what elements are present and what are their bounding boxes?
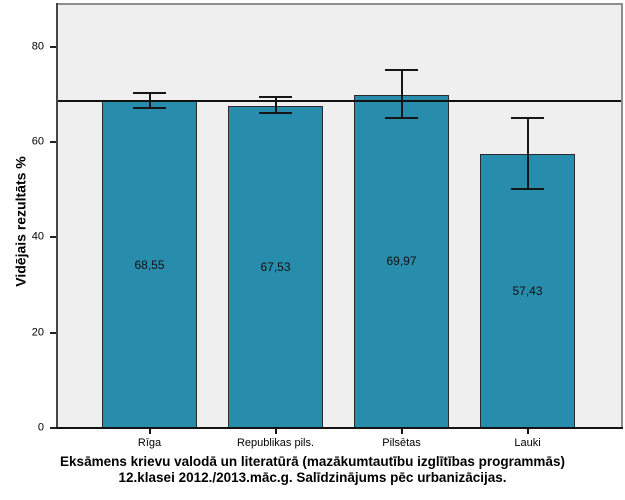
error-bar-cap [511,116,544,119]
bar-Pilsētas [354,94,449,428]
bar-Rīga [102,101,197,428]
y-tick-label: 60 [31,135,44,148]
bar-value-label: 67,53 [260,260,291,275]
error-bar-cap [385,68,418,71]
y-tick-label: 40 [31,230,44,243]
bar-Lauki [480,154,575,428]
error-bar-line [526,117,529,189]
error-bar-cap [133,92,166,95]
y-axis-line [56,3,58,429]
error-bar-cap [133,106,166,109]
x-tick-mark [274,429,277,434]
y-tick-label: 20 [31,326,44,339]
error-bar-cap [259,112,292,115]
reference-line [58,100,621,103]
error-bar-cap [259,95,292,98]
plot-frame-top [56,3,623,5]
x-axis: Rīga Republikas pils. Pilsētas Lauki [58,429,621,453]
error-bar-line [274,96,277,114]
x-tick-mark [148,429,151,434]
x-tick-label-Republikas pils.: Republikas pils. [236,437,315,449]
x-tick-label-Rīga: Rīga [137,437,162,449]
plot-area: 68,55 67,53 69,97 57,43 [58,5,621,428]
x-tick-label-Pilsētas: Pilsētas [382,437,421,449]
y-tick-mark [50,427,56,429]
x-tick-mark [526,429,529,434]
y-axis: Vidējais rezultāts % 0 20 40 60 80 [0,5,56,433]
bar-value-label: 69,97 [386,254,417,269]
error-bar-cap [511,187,544,190]
x-axis-line [56,427,623,429]
x-tick-mark [400,429,403,434]
y-tick-mark [50,331,56,334]
caption-line-2: 12.klasei 2012./2013.māc.g. Salīdzinājum… [118,470,507,485]
error-bar-cap [385,116,418,119]
y-tick-mark [50,45,56,48]
bar-value-label: 57,43 [512,284,543,299]
chart-caption: Eksāmens krievu valodā un literatūrā (ma… [0,454,625,486]
y-tick-mark [50,236,56,239]
y-axis-title: Vidējais rezultāts % [12,156,29,287]
bar-Republikas pils. [228,106,323,428]
y-tick-label: 80 [31,40,44,53]
y-tick-mark [50,141,56,144]
error-bar-line [400,69,403,118]
bar-value-label: 68,55 [134,257,165,272]
x-tick-label-Lauki: Lauki [514,437,541,449]
plot-frame-right [621,3,623,429]
y-tick-label: 0 [37,421,44,434]
caption-line-1: Eksāmens krievu valodā un literatūrā (ma… [60,454,565,469]
